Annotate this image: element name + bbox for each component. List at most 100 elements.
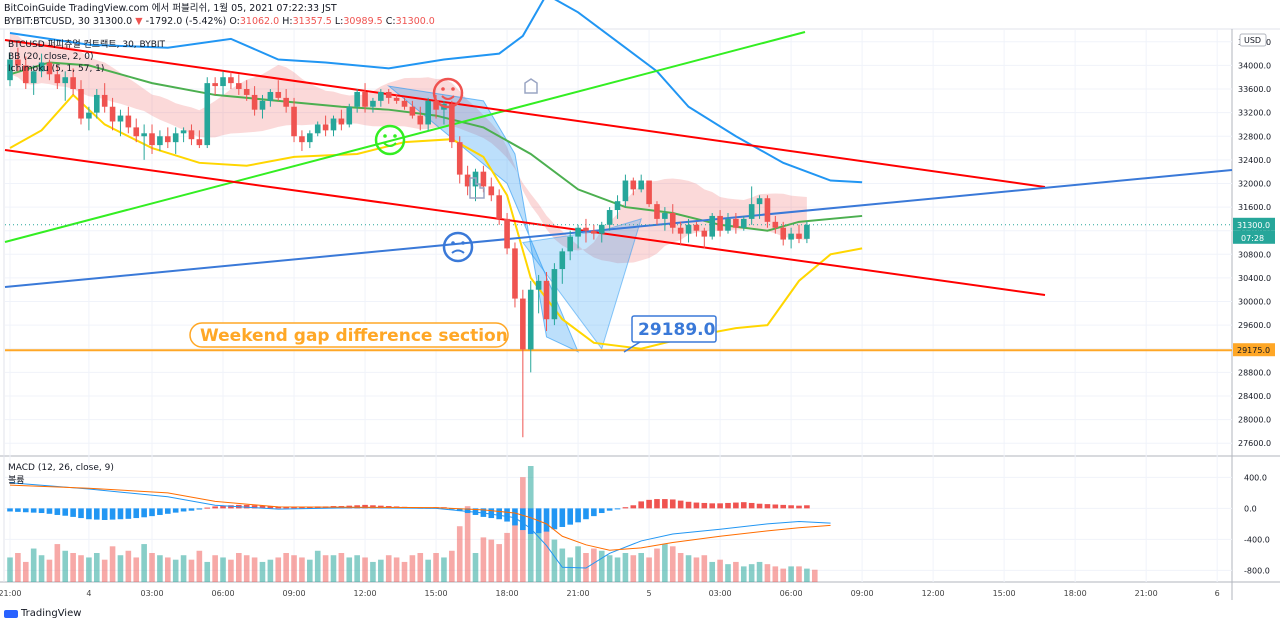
volume-bar	[393, 557, 400, 582]
macd-histogram-bar	[575, 508, 581, 523]
macd-histogram-bar	[780, 504, 787, 509]
volume-bar	[46, 559, 53, 582]
macd-histogram-bar	[456, 508, 463, 512]
candle-body	[204, 83, 211, 146]
volume-bar	[811, 569, 818, 582]
candle-body	[172, 133, 179, 143]
macd-histogram-bar	[464, 508, 471, 514]
smiley-happy-green-icon	[374, 124, 406, 156]
candle-body	[291, 106, 297, 137]
candle-body	[780, 227, 787, 240]
candle-body	[299, 136, 305, 143]
volume-bar	[109, 546, 116, 582]
smiley-confused-blue-icon	[442, 231, 474, 263]
candle-body	[78, 89, 84, 119]
candle-body	[764, 198, 771, 222]
candle-body	[591, 230, 597, 234]
candle-body	[717, 215, 723, 231]
candle-body	[251, 94, 258, 110]
macd-histogram-bar	[180, 508, 187, 512]
macd-histogram-bar	[488, 508, 495, 519]
currency-badge	[1239, 33, 1267, 47]
macd-histogram-bar	[512, 508, 518, 526]
volume-bar	[196, 550, 203, 582]
volume-bar	[30, 548, 37, 582]
price-callout-box	[631, 315, 717, 343]
candle-body	[362, 91, 368, 107]
countdown-badge-label: 07:28	[1241, 234, 1264, 243]
macd-histogram-bar	[725, 502, 731, 509]
candle-body	[70, 77, 76, 90]
volume-bar	[567, 557, 573, 582]
time-tick-label: 15:00	[993, 589, 1016, 598]
time-tick-label: 12:00	[922, 589, 945, 598]
macd-histogram-bar	[685, 501, 692, 509]
macd-histogram-bar	[38, 508, 45, 514]
candle-body	[409, 106, 416, 116]
volume-bar	[677, 553, 684, 582]
volume-bar	[425, 559, 431, 582]
macd-histogram-bar	[165, 508, 171, 514]
macd-histogram-bar	[283, 506, 289, 509]
macd-histogram-bar	[243, 504, 250, 509]
price-tick-label: 32800.0	[1238, 132, 1271, 141]
candle-body	[401, 100, 408, 107]
volume-bar	[654, 548, 660, 582]
volume-bar	[385, 555, 392, 582]
macd-histogram-bar	[267, 506, 274, 509]
candle-body	[157, 136, 163, 146]
volume-bar	[165, 557, 171, 582]
tradingview-logo[interactable]: TradingView	[4, 608, 81, 619]
volume-bar	[314, 550, 321, 582]
close-label: C:	[385, 16, 396, 27]
volume-bar	[796, 566, 802, 582]
bollinger-upper-band	[9, 0, 863, 184]
high-value: 31357.5	[292, 16, 332, 27]
price-tick-label: 28400.0	[1238, 392, 1271, 401]
candle-body	[654, 204, 660, 219]
candle-body	[804, 224, 810, 239]
candle-body	[267, 91, 274, 101]
volume-bar	[496, 544, 502, 582]
volume-bar	[709, 561, 716, 582]
volume-bar	[630, 555, 637, 582]
close-value: 31300.0	[395, 16, 435, 27]
volume-bar	[180, 555, 187, 582]
candle-body	[243, 89, 250, 95]
ichimoku-cloud	[10, 32, 807, 264]
volume-bar	[472, 553, 479, 582]
volume-bar	[338, 553, 345, 582]
publish-info: BitCoinGuide TradingView.com 에서 퍼블리쉬, 1월…	[4, 3, 337, 14]
volume-bar	[756, 561, 763, 582]
macd-histogram-bar	[559, 508, 566, 527]
volume-bar	[299, 557, 305, 582]
time-tick-label: 18:00	[1064, 589, 1087, 598]
macd-histogram-bar	[669, 499, 676, 509]
price-tick-label: 32000.0	[1238, 179, 1271, 188]
low-value: 30989.5	[343, 16, 383, 27]
candle-body	[86, 112, 92, 119]
candle-body	[772, 221, 779, 228]
macd-histogram-bar	[30, 508, 37, 513]
candle-body	[606, 210, 613, 225]
brand-label: TradingView	[21, 608, 82, 619]
candle-body	[314, 124, 321, 134]
price-tick-label: 33200.0	[1238, 109, 1271, 118]
candle-body	[15, 59, 21, 66]
price-tick-label: 32400.0	[1238, 156, 1271, 165]
candle-body	[725, 218, 731, 231]
macd-histogram-bar	[796, 505, 802, 509]
volume-bar	[701, 555, 708, 582]
price-tick-label: 27600.0	[1238, 439, 1271, 448]
countdown-badge	[1233, 230, 1275, 244]
volume-bar	[228, 559, 234, 582]
volume-bar	[449, 550, 455, 582]
macd-histogram-bar	[551, 508, 558, 530]
volume-bar	[669, 546, 676, 582]
candle-body	[630, 180, 637, 190]
low-label: L:	[334, 16, 344, 27]
volume-bar	[291, 555, 297, 582]
time-tick-label: 21:00	[567, 589, 590, 598]
volume-bar	[188, 559, 195, 582]
